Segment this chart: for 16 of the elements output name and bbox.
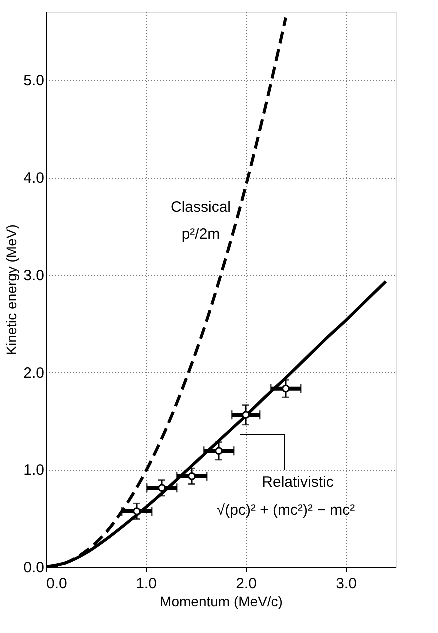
x-tick-label: 0.0 [46,576,68,592]
annotation: Classical [170,199,232,216]
annotation: √(pc)² + (mc²)² − mc² [216,502,356,519]
y-axis-title: Kinetic energy (MeV) [4,224,20,356]
x-tick-label: 2.0 [236,576,257,592]
y-tick-label: 3.0 [24,267,44,284]
y-tick-label: 4.0 [24,170,44,188]
y-tick-label: 5.0 [24,72,44,90]
annotation: p²/2m [182,226,220,243]
x-axis-title: Momentum (MeV/c) [160,594,283,610]
y-tick-label: 2.0 [24,364,44,382]
x-tick-label: 1.0 [136,576,157,592]
y-tick-label: 1.0 [24,462,44,480]
annotation: Relativistic [262,474,334,491]
y-tick-label: 0.0 [24,560,44,576]
x-tick-label: 3.0 [336,576,357,592]
